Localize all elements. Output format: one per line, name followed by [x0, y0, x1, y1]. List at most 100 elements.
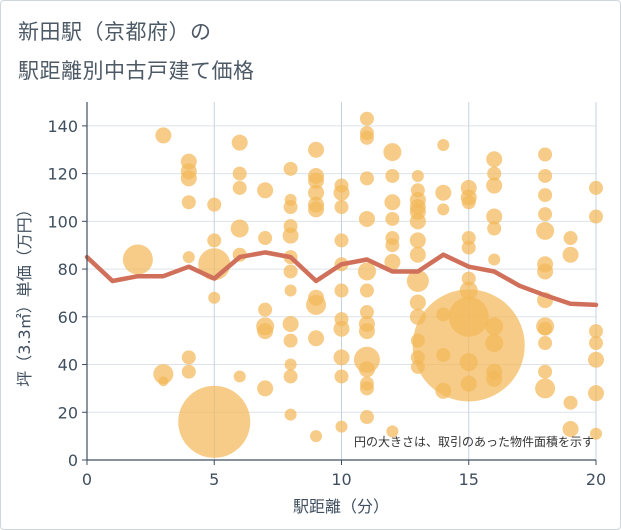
data-bubble	[257, 182, 274, 199]
data-bubble	[459, 353, 478, 372]
data-bubble	[257, 323, 274, 340]
data-bubble	[487, 166, 502, 181]
y-tick-label: 140	[47, 117, 78, 136]
data-bubble	[155, 127, 172, 144]
data-bubble	[536, 221, 555, 240]
y-tick-label: 40	[58, 356, 78, 375]
data-bubble	[308, 201, 325, 218]
trend-line-group	[84, 250, 599, 308]
y-tick-label: 100	[47, 212, 78, 231]
grid	[87, 102, 597, 460]
data-bubble	[310, 430, 323, 443]
data-bubble	[436, 307, 451, 322]
data-bubble	[385, 211, 400, 226]
data-bubble	[385, 168, 400, 183]
data-bubble	[359, 305, 374, 320]
data-bubble	[207, 197, 222, 212]
data-bubble	[461, 271, 476, 286]
data-bubble	[359, 283, 374, 298]
data-bubble	[231, 134, 248, 151]
data-bubble	[386, 425, 399, 438]
data-bubble	[359, 130, 374, 145]
data-bubble	[589, 324, 603, 339]
data-bubble	[182, 251, 195, 264]
data-bubble	[538, 207, 553, 222]
data-bubble	[308, 289, 325, 306]
data-bubble	[308, 330, 325, 347]
data-bubble	[487, 221, 502, 236]
data-bubble	[358, 323, 375, 340]
data-bubble	[284, 408, 297, 421]
data-bubble	[283, 161, 298, 176]
data-bubble	[411, 169, 424, 182]
data-bubble	[410, 333, 425, 348]
x-axis-label: 駅距離（分）	[293, 497, 389, 516]
data-bubble	[488, 253, 501, 266]
data-bubble	[538, 336, 553, 351]
data-bubble	[538, 364, 553, 379]
data-bubble	[406, 270, 429, 292]
data-bubble	[535, 378, 556, 399]
data-bubble	[563, 231, 578, 246]
y-tick-label: 80	[58, 260, 78, 279]
data-bubble	[538, 321, 553, 336]
data-bubble	[283, 369, 298, 384]
data-bubble	[563, 395, 578, 410]
data-bubble	[383, 143, 402, 162]
data-bubble	[233, 370, 246, 383]
data-bubble	[436, 347, 451, 362]
data-bubble	[230, 219, 249, 238]
data-bubble	[437, 138, 450, 151]
data-bubble	[333, 349, 350, 366]
data-bubble	[486, 151, 503, 168]
data-bubble	[538, 168, 553, 183]
data-bubble	[283, 264, 298, 279]
data-bubble	[180, 170, 197, 187]
data-bubble	[232, 166, 247, 181]
x-tick-label: 15	[459, 470, 479, 489]
data-bubble	[410, 183, 425, 198]
data-bubble	[308, 141, 325, 158]
data-bubble	[435, 184, 452, 201]
data-bubble	[359, 111, 374, 126]
data-bubble	[589, 209, 603, 224]
data-bubble	[461, 240, 476, 255]
data-bubble	[409, 232, 426, 249]
data-bubble	[537, 263, 554, 280]
data-bubble	[359, 410, 374, 425]
data-bubble	[562, 246, 579, 263]
data-bubble	[409, 294, 426, 311]
data-bubble	[486, 208, 503, 225]
data-bubble	[178, 385, 251, 458]
data-bubble	[538, 147, 553, 162]
data-bubble	[258, 231, 273, 246]
data-bubble	[308, 172, 325, 189]
data-bubble	[153, 364, 174, 385]
data-bubble	[461, 195, 476, 210]
data-bubble	[435, 382, 452, 399]
data-bubble	[485, 317, 504, 336]
data-bubble	[282, 315, 299, 332]
data-bubble	[208, 291, 221, 304]
data-bubble	[590, 427, 602, 440]
trend-line	[84, 250, 599, 308]
data-bubble	[588, 385, 604, 402]
data-bubble	[459, 281, 478, 300]
data-bubble	[589, 336, 603, 351]
data-bubble	[284, 284, 297, 297]
data-bubble	[385, 238, 400, 253]
data-bubble	[358, 361, 375, 378]
data-bubble	[283, 333, 298, 348]
x-tick-label: 20	[586, 470, 606, 489]
size-annotation: 円の大きさは、取引のあった物件面積を示す	[354, 434, 594, 449]
x-tick-label: 10	[331, 470, 351, 489]
data-bubble	[589, 180, 603, 195]
data-bubble	[486, 177, 503, 194]
data-bubble	[359, 381, 374, 396]
data-bubble	[437, 203, 450, 216]
axes: 0 20 40 60 80 100 120 140 0 5 10 15 20	[47, 102, 606, 489]
data-bubble	[232, 180, 247, 195]
data-bubble	[409, 246, 426, 263]
